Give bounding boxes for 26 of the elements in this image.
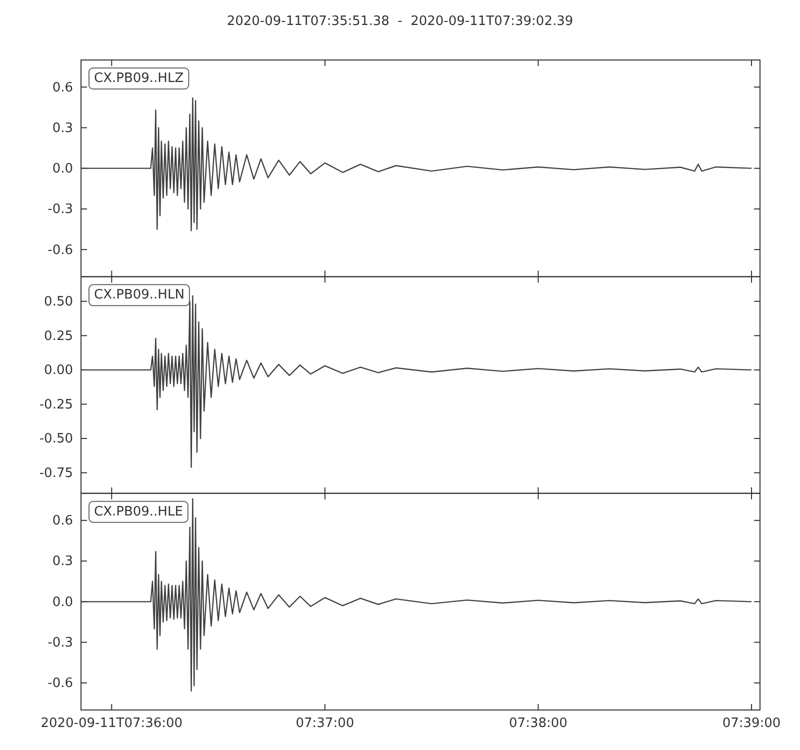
y-tick-label: 0.6 (52, 514, 73, 529)
annotation: CX.PB09..HLN (94, 288, 184, 303)
chart-title: 2020-09-11T07:35:51.38 - 2020-09-11T07:39:02.39 (226, 14, 574, 29)
y-tick-label: 0.3 (52, 120, 73, 136)
x-tick-label: 2020-09-11T07:36:00 (40, 716, 183, 732)
line-series (80, 97, 752, 232)
y-tick-label: -0.50 (39, 432, 73, 447)
y-tick-label: -0.25 (39, 397, 73, 412)
y-tick-label: 0.25 (44, 328, 73, 344)
line-series (80, 498, 752, 692)
y-tick-label: -0.3 (48, 635, 73, 650)
y-tick-label: -0.3 (48, 202, 73, 218)
x-tick-label: 07:39:00 (722, 716, 781, 732)
annotation: CX.PB09..HLZ (94, 71, 184, 86)
y-tick-label: -0.75 (39, 466, 73, 481)
y-tick-label: 0.0 (52, 161, 73, 176)
y-tick-label: 0.00 (44, 363, 73, 378)
x-tick-label: 07:37:00 (296, 716, 354, 732)
y-tick-label: -0.6 (48, 242, 73, 258)
y-tick-label: 0.3 (52, 554, 73, 570)
y-tick-label: -0.6 (48, 676, 73, 692)
annotation: CX.PB09..HLE (94, 504, 183, 520)
y-tick-label: 0.50 (44, 294, 73, 310)
y-tick-label: 0.6 (52, 80, 73, 96)
y-tick-label: 0.0 (52, 594, 73, 610)
x-tick-label: 07:38:00 (509, 716, 568, 732)
